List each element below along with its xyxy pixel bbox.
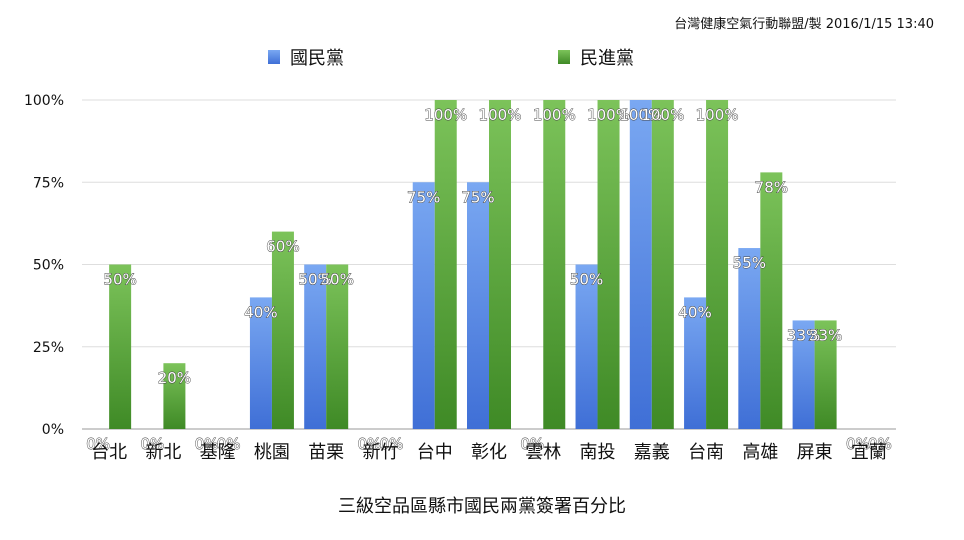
data-label-dpp: 0%	[217, 435, 241, 453]
data-label-dpp: 50%	[103, 271, 136, 289]
x-tick-label: 基隆	[200, 442, 236, 463]
data-labels: 0%50%0%20%0%0%40%60%50%50%0%0%75%100%75%…	[86, 106, 892, 454]
data-label-kmt: 50%	[570, 271, 603, 289]
legend-swatch-kmt	[268, 50, 280, 64]
bar-dpp	[651, 100, 674, 429]
x-tick-label: 屏東	[797, 442, 833, 463]
bar-dpp	[760, 172, 783, 429]
bar-dpp	[163, 363, 186, 429]
x-tick-label: 台北	[91, 442, 127, 463]
bar-dpp	[814, 320, 837, 429]
y-axis-ticks: 0% 25% 50% 75% 100%	[24, 93, 64, 438]
data-label-kmt: 55%	[733, 254, 766, 272]
data-label-kmt: 33%	[787, 326, 820, 344]
y-tick-label: 25%	[33, 340, 64, 356]
data-label-kmt: 0%	[520, 435, 544, 453]
bar-kmt	[738, 248, 761, 429]
legend-label-dpp: 民進黨	[580, 48, 634, 69]
x-tick-label: 高雄	[742, 442, 778, 463]
x-tick-label: 雲林	[525, 442, 561, 463]
data-label-kmt: 0%	[86, 435, 110, 453]
bar-dpp	[109, 264, 132, 429]
data-label-kmt: 0%	[141, 435, 165, 453]
data-label-kmt: 50%	[299, 271, 332, 289]
data-label-dpp: 50%	[321, 271, 354, 289]
bar-dpp	[434, 100, 457, 429]
x-tick-label: 台中	[417, 442, 453, 463]
data-label-dpp: 100%	[424, 106, 467, 124]
bar-dpp	[326, 264, 349, 429]
bar-kmt	[249, 297, 272, 429]
legend-label-kmt: 國民黨	[290, 48, 344, 69]
data-label-kmt: 40%	[678, 303, 711, 321]
data-label-dpp: 33%	[809, 326, 842, 344]
x-tick-label: 桃園	[254, 442, 290, 463]
data-label-kmt: 0%	[846, 435, 870, 453]
data-label-kmt: 0%	[195, 435, 219, 453]
x-axis-title: 三級空品區縣市國民兩黨簽署百分比	[338, 496, 626, 517]
legend-swatch-dpp	[558, 50, 570, 64]
y-tick-label: 75%	[33, 175, 64, 191]
bar-kmt	[412, 182, 435, 429]
bar-dpp	[489, 100, 511, 429]
data-label-dpp: 0%	[380, 435, 404, 453]
data-label-dpp: 20%	[158, 369, 191, 387]
bars	[109, 100, 837, 429]
y-tick-label: 50%	[33, 258, 64, 274]
bar-kmt	[467, 182, 489, 429]
data-label-kmt: 0%	[358, 435, 382, 453]
bar-kmt	[792, 320, 815, 429]
x-tick-label: 台南	[688, 442, 724, 463]
bar-kmt	[684, 297, 707, 429]
bar-dpp	[543, 100, 566, 429]
data-label-dpp: 0%	[868, 435, 892, 453]
x-tick-label: 新竹	[362, 442, 398, 463]
y-tick-label: 100%	[24, 93, 64, 109]
bar-kmt	[575, 264, 598, 429]
x-tick-label: 彰化	[471, 442, 507, 463]
data-label-dpp: 78%	[755, 178, 788, 196]
data-label-dpp: 100%	[479, 106, 522, 124]
x-tick-label: 宜蘭	[851, 442, 887, 463]
data-label-kmt: 75%	[461, 188, 494, 206]
bar-dpp	[271, 231, 294, 429]
data-label-dpp: 60%	[266, 238, 299, 256]
x-axis-ticks: 台北 新北 基隆 桃園 苗栗 新竹 台中 彰化 雲林 南投 嘉義 台南 高雄 屏東 宜蘭	[91, 442, 887, 463]
x-tick-label: 苗栗	[308, 442, 344, 463]
data-label-kmt: 75%	[407, 188, 440, 206]
bar-kmt	[304, 264, 327, 429]
legend: 國民黨 民進黨	[268, 48, 634, 69]
bar-kmt	[629, 100, 652, 429]
x-tick-label: 嘉義	[634, 442, 670, 463]
chart-credit: 台灣健康空氣行動聯盟/製 2016/1/15 13:40	[674, 16, 934, 32]
y-tick-label: 0%	[42, 422, 64, 438]
x-tick-label: 新北	[145, 442, 181, 463]
bar-dpp	[597, 100, 620, 429]
data-label-kmt: 100%	[619, 106, 662, 124]
data-label-dpp: 100%	[533, 106, 576, 124]
x-tick-label: 南投	[580, 442, 616, 463]
data-label-dpp: 100%	[587, 106, 630, 124]
bar-dpp	[706, 100, 729, 429]
data-label-dpp: 100%	[641, 106, 684, 124]
data-label-kmt: 40%	[244, 303, 277, 321]
data-label-dpp: 100%	[696, 106, 739, 124]
